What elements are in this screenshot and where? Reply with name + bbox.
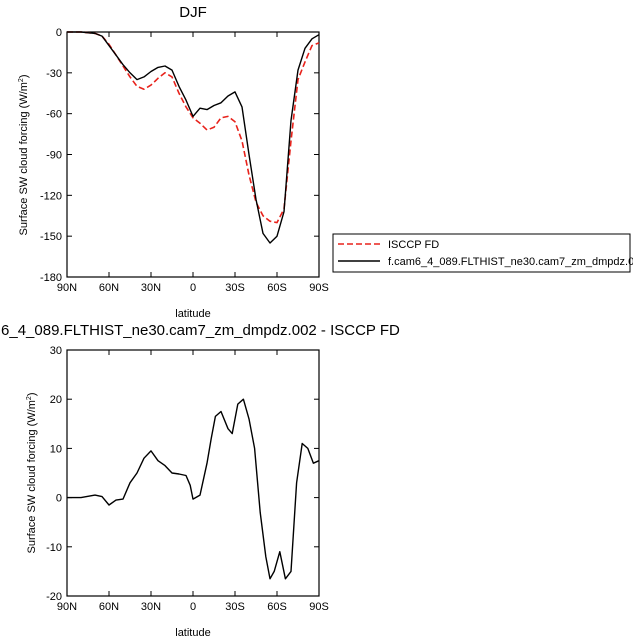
bottom-y-tick-label: 30 [50, 345, 62, 357]
top-y-tick-label: -120 [40, 190, 62, 202]
bottom-y-tick-label: -10 [46, 542, 62, 554]
bottom-y-tick-label: 20 [50, 394, 62, 406]
bottom-y-axis-label-sup: 2 [26, 396, 33, 400]
bottom-x-tick-label: 60N [99, 601, 119, 613]
bottom-x-axis-label: latitude [175, 627, 210, 639]
legend-label-isccp: ISCCP FD [388, 239, 439, 251]
top-x-tick-label: 0 [190, 282, 196, 294]
top-x-axis-label: latitude [175, 308, 210, 320]
bottom-y-ticks: 30 20 10 0 -10 -20 [46, 345, 319, 603]
top-y-tick-label: -180 [40, 272, 62, 284]
top-x-tick-label: 90S [309, 282, 329, 294]
bottom-y-axis-label: Surface SW cloud forcing (W/m2) [26, 392, 38, 553]
bottom-y-axis-label-main: Surface SW cloud forcing (W/m [26, 400, 38, 553]
top-series-line-1 [67, 31, 320, 244]
top-y-tick-label: -30 [46, 68, 62, 80]
legend: ISCCP FD f.cam6_4_089.FLTHIST_ne30.cam7_… [332, 233, 633, 273]
top-y-axis-label-sup: 2 [18, 78, 25, 82]
bottom-x-tick-label: 0 [190, 601, 196, 613]
bottom-x-tick-label: 60S [267, 601, 287, 613]
legend-label-model: f.cam6_4_089.FLTHIST_ne30.cam7_zm_dmpdz.… [388, 256, 633, 268]
top-series-lines [67, 31, 320, 244]
bottom-series-line-0 [67, 398, 320, 580]
legend-box [332, 233, 631, 273]
top-y-axis-label: Surface SW cloud forcing (W/m2) [18, 74, 30, 235]
top-y-tick-label: 0 [56, 27, 62, 39]
bottom-x-tick-label: 90N [57, 601, 77, 613]
bottom-panel: am6_4_089.FLTHIST_ne30.cam7_zm_dmpdz.002… [0, 322, 400, 639]
top-series-line-0 [67, 31, 320, 224]
bottom-y-tick-label: 10 [50, 443, 62, 455]
bottom-chart-title: am6_4_089.FLTHIST_ne30.cam7_zm_dmpdz.002… [0, 322, 400, 339]
top-y-tick-label: -150 [40, 231, 62, 243]
top-y-axis-label-main: Surface SW cloud forcing (W/m [18, 82, 30, 235]
bottom-series-lines [67, 398, 320, 580]
top-x-tick-label: 60S [267, 282, 287, 294]
top-chart-title: DJF [179, 4, 207, 21]
bottom-y-tick-label: -20 [46, 591, 62, 603]
bottom-y-axis-label-close: ) [26, 392, 38, 396]
top-x-tick-label: 30N [141, 282, 161, 294]
top-x-tick-label: 30S [225, 282, 245, 294]
top-panel: DJF 0 -30 -60 -90 -120 -150 -180 90N 60N 30N 0 30S… [18, 4, 329, 320]
bottom-x-tick-label: 30S [225, 601, 245, 613]
top-y-tick-label: -60 [46, 109, 62, 121]
top-y-ticks: 0 -30 -60 -90 -120 -150 -180 [40, 27, 319, 284]
bottom-y-tick-label: 0 [56, 493, 62, 505]
top-y-tick-label: -90 [46, 150, 62, 162]
bottom-x-tick-label: 90S [309, 601, 329, 613]
top-y-axis-label-close: ) [18, 74, 30, 78]
bottom-x-ticks: 90N 60N 30N 0 30S 60S 90S [57, 350, 329, 613]
bottom-x-tick-label: 30N [141, 601, 161, 613]
top-x-ticks: 90N 60N 30N 0 30S 60S 90S [57, 32, 329, 294]
top-plot-frame [66, 31, 320, 278]
top-x-tick-label: 90N [57, 282, 77, 294]
top-x-tick-label: 60N [99, 282, 119, 294]
